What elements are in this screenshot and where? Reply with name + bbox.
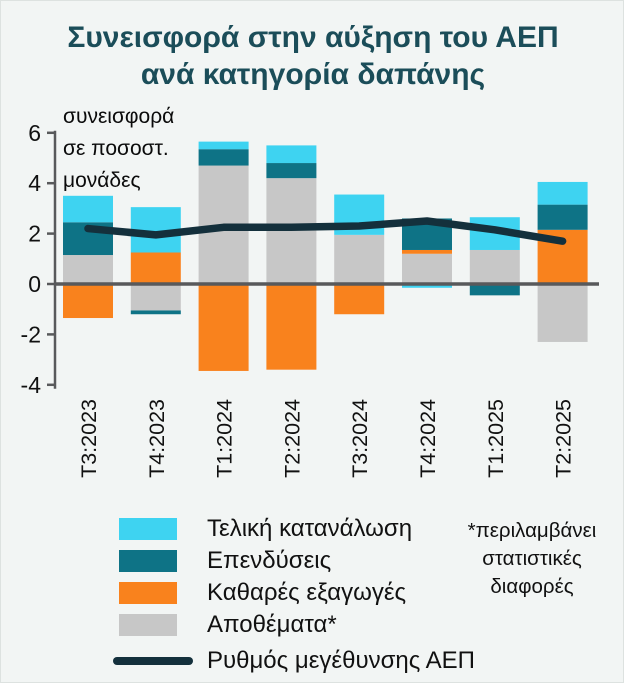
legend-item-inventories: Αποθέματα* bbox=[113, 609, 475, 641]
bar-segment-final-consumption bbox=[402, 284, 452, 288]
chart-plot-area: 6 4 2 0 -2 -4 Τ3:2023 Τ4:2023 Τ1:2024 Τ2:2024 Τ3:2… bbox=[21, 120, 599, 478]
legend-item-final-consumption: Τελική κατανάλωση bbox=[113, 513, 475, 545]
gdp-line-swatch-icon bbox=[113, 657, 193, 665]
bar-segment-investments bbox=[537, 204, 588, 230]
net-exports-swatch-icon bbox=[119, 582, 177, 604]
investments-swatch-icon bbox=[119, 550, 177, 572]
gdp-growth-line bbox=[84, 217, 567, 245]
bar-segment-final-consumption bbox=[63, 195, 113, 223]
x-axis-label: Τ3:2023 bbox=[77, 399, 101, 478]
legend-item-gdp-growth: Ρυθμός μεγέθυνσης ΑΕΠ bbox=[113, 645, 475, 677]
bar-segment-final-consumption bbox=[198, 141, 249, 150]
bar-segment-investments bbox=[130, 310, 181, 315]
footnote: *περιλαμβάνει στατιστικές διαφορές bbox=[467, 519, 597, 598]
bar-segment-inventories bbox=[469, 249, 520, 284]
bar-segment-inventories bbox=[63, 255, 113, 284]
legend-label: Επενδύσεις bbox=[207, 547, 332, 574]
y-tick-label: 2 bbox=[28, 221, 41, 247]
final-consumption-swatch-icon bbox=[119, 518, 177, 540]
x-axis-label: Τ2:2025 bbox=[552, 399, 576, 478]
y-tick-label: 4 bbox=[28, 170, 41, 196]
chart-title: Συνεισφορά στην αύξηση του ΑΕΠ ανά κατηγ… bbox=[67, 21, 559, 91]
bar-segment-net-exports bbox=[402, 249, 452, 254]
bar-segment-net-exports bbox=[334, 284, 385, 315]
y-tick-label: -4 bbox=[21, 372, 42, 398]
x-axis-label: Τ4:2023 bbox=[145, 399, 169, 478]
x-axis-label: Τ4:2024 bbox=[416, 399, 440, 478]
bar-segment-investments bbox=[266, 163, 317, 179]
legend-label: Ρυθμός μεγέθυνσης ΑΕΠ bbox=[207, 647, 476, 674]
legend-label: Τελική κατανάλωση bbox=[207, 515, 413, 542]
x-axis-label: Τ1:2024 bbox=[213, 399, 237, 478]
bar-segment-inventories bbox=[537, 284, 588, 342]
y-tick-label: 0 bbox=[28, 271, 41, 297]
bar-segment-final-consumption bbox=[266, 145, 317, 164]
bar-segment-net-exports bbox=[130, 252, 181, 284]
bar-segment-net-exports bbox=[198, 284, 249, 371]
bar-segment-inventories bbox=[266, 178, 317, 284]
legend-label: Καθαρές εξαγωγές bbox=[207, 579, 407, 606]
inventories-swatch-icon bbox=[119, 614, 177, 636]
bar-segment-investments bbox=[469, 285, 520, 296]
y-tick-label: -2 bbox=[21, 321, 41, 347]
bar-segment-inventories bbox=[402, 253, 452, 284]
bar-segment-net-exports bbox=[63, 284, 113, 319]
y-tick-label: 6 bbox=[28, 120, 41, 146]
bar-segment-final-consumption bbox=[537, 181, 588, 205]
legend: Τελική κατανάλωση Επενδύσεις Καθαρές εξα… bbox=[113, 513, 475, 677]
legend-item-investments: Επενδύσεις bbox=[113, 545, 475, 577]
legend-item-net-exports: Καθαρές εξαγωγές bbox=[113, 577, 475, 609]
bar-segment-inventories bbox=[130, 284, 181, 311]
x-axis-label: Τ1:2025 bbox=[484, 399, 508, 478]
bar-segment-inventories bbox=[334, 234, 385, 284]
y-axis-units-note: συνεισφορά σε ποσοστ. μονάδες bbox=[63, 105, 175, 192]
x-axis-label: Τ3:2024 bbox=[348, 399, 372, 478]
bar-segment-net-exports bbox=[266, 284, 317, 370]
bar-segment-investments bbox=[198, 149, 249, 166]
legend-label: Αποθέματα* bbox=[207, 611, 337, 638]
x-axis-label: Τ2:2024 bbox=[280, 399, 304, 478]
